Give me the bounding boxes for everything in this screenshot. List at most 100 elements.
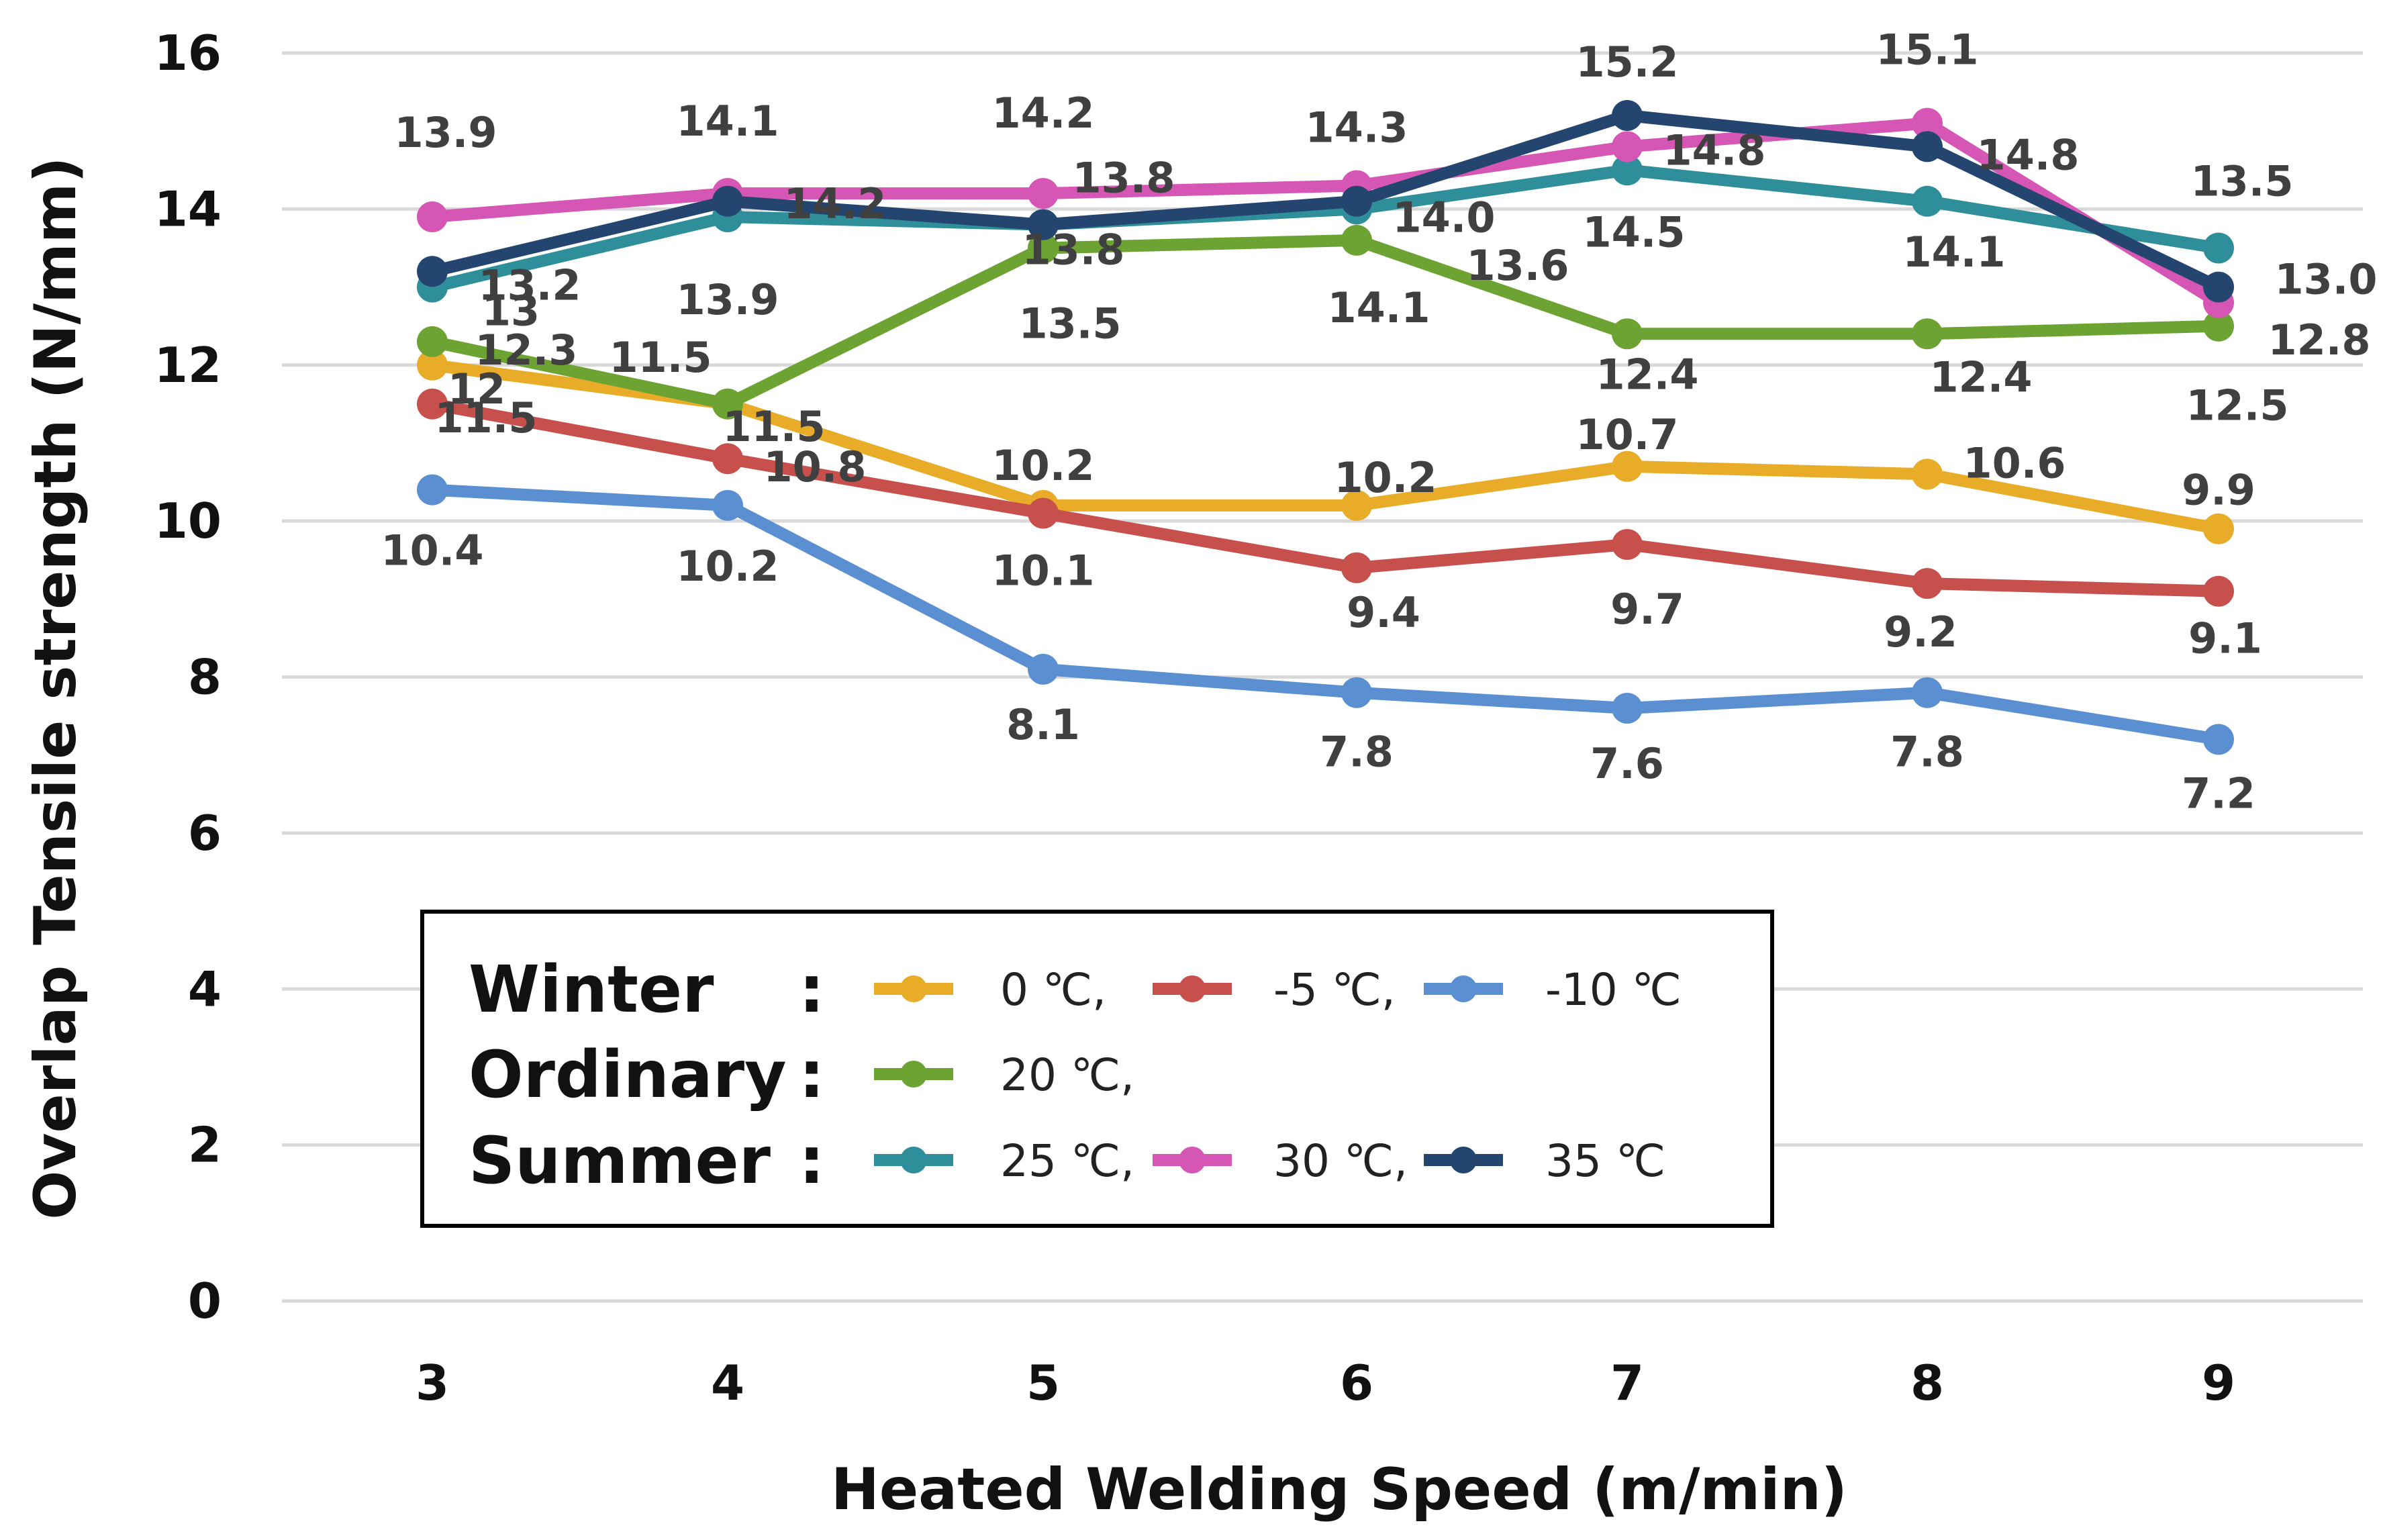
data-label: 12.4 — [1930, 352, 2033, 401]
data-point — [1341, 489, 1372, 521]
data-point — [2203, 724, 2234, 755]
data-point — [1912, 185, 1943, 217]
data-label: 10.2 — [677, 542, 779, 591]
data-label: 14.8 — [1977, 130, 2080, 179]
data-point — [1341, 552, 1372, 583]
data-point — [1912, 677, 1943, 708]
y-tick-label: 10 — [154, 493, 222, 549]
data-label: 7.2 — [2182, 769, 2255, 818]
legend-item-label: 20 ℃, — [1000, 1049, 1134, 1101]
legend-group-label: Ordinary — [469, 1037, 787, 1112]
legend-marker — [1450, 1147, 1477, 1173]
data-label: 14.2 — [992, 89, 1095, 138]
data-point — [417, 256, 448, 287]
legend-marker — [900, 975, 927, 1002]
data-label: 13.5 — [1019, 299, 1122, 348]
data-label: 15.1 — [1876, 26, 1979, 75]
data-label: 12.5 — [2186, 381, 2289, 430]
data-label: 13.0 — [2275, 255, 2378, 304]
data-label: 14.1 — [677, 97, 779, 146]
legend-marker — [900, 1061, 927, 1088]
data-label: 7.8 — [1890, 728, 1964, 777]
y-axis-ticks: 0 2 4 6 8 10 12 14 16 — [154, 25, 222, 1329]
data-label: 14.1 — [1328, 283, 1430, 332]
data-label: 12.4 — [1596, 350, 1699, 399]
data-label: 10.7 — [1576, 410, 1679, 459]
data-point — [712, 388, 743, 420]
data-label: 13.8 — [1073, 154, 1175, 203]
data-point — [1912, 459, 1943, 490]
series-3 — [417, 474, 2234, 755]
legend-colon: : — [799, 1123, 824, 1198]
legend-item-label: 30 ℃, — [1273, 1135, 1408, 1187]
data-point — [1028, 653, 1059, 685]
data-label: 14.1 — [1903, 228, 2006, 277]
data-point — [712, 185, 743, 217]
legend-item-label: 25 ℃, — [1000, 1135, 1134, 1187]
data-point — [2203, 232, 2234, 264]
data-point — [1912, 568, 1943, 599]
y-tick-label: 14 — [154, 181, 222, 237]
data-label: 14.3 — [1306, 103, 1408, 152]
data-point — [1612, 318, 1643, 350]
data-label: 9.9 — [2182, 466, 2255, 515]
x-tick-label: 5 — [1026, 1355, 1060, 1411]
series-lines — [417, 100, 2234, 755]
legend-item-label: -5 ℃, — [1273, 964, 1396, 1016]
data-point — [712, 443, 743, 475]
y-tick-label: 8 — [188, 649, 222, 706]
data-label: 10.6 — [1963, 438, 2066, 487]
data-label: 12.8 — [2268, 316, 2371, 365]
data-label: 14.0 — [1393, 193, 1496, 242]
data-label: 10.1 — [992, 546, 1095, 595]
data-point — [417, 201, 448, 232]
legend-item-label: 0 ℃, — [1000, 964, 1106, 1016]
legend-colon: : — [799, 952, 824, 1027]
data-point — [1028, 178, 1059, 209]
data-label: 13 — [482, 287, 540, 336]
data-label: 11.5 — [723, 402, 826, 451]
data-label: 13.5 — [2191, 157, 2294, 206]
data-point — [1912, 107, 1943, 139]
data-label: 13.6 — [1467, 241, 1569, 290]
x-tick-label: 4 — [711, 1355, 744, 1411]
data-point — [1341, 185, 1372, 217]
data-point — [2203, 575, 2234, 607]
data-label: 9.7 — [1610, 585, 1684, 634]
legend-marker — [1450, 975, 1477, 1002]
y-axis-title: Overlap Tensile strength (N/mm) — [22, 156, 89, 1219]
legend-colon: : — [799, 1037, 824, 1112]
data-label: 7.8 — [1320, 728, 1394, 777]
x-axis-ticks: 3 4 5 6 7 8 9 — [416, 1355, 2235, 1411]
data-point — [1912, 318, 1943, 350]
data-point — [1612, 450, 1643, 482]
legend-item-label: 35 ℃ — [1545, 1135, 1665, 1187]
data-label: 12 — [448, 365, 505, 414]
legend: Winter: 0 ℃, -5 ℃, -10 ℃ Ordinary: 20 ℃, Summe… — [420, 910, 1774, 1228]
legend-items: Winter: 0 ℃, -5 ℃, -10 ℃ Ordinary: 20 ℃, Summe… — [469, 952, 1682, 1198]
data-point — [1612, 100, 1643, 131]
data-label: 10.8 — [764, 442, 867, 491]
data-label: 9.2 — [1884, 608, 1957, 657]
y-tick-label: 6 — [188, 805, 222, 861]
data-label: 12.3 — [475, 326, 578, 375]
data-point — [1028, 209, 1059, 240]
legend-group-label: Summer — [469, 1123, 771, 1198]
data-label: 14.2 — [784, 179, 887, 228]
data-point — [417, 388, 448, 420]
x-tick-label: 7 — [1610, 1355, 1644, 1411]
data-label: 14.8 — [1663, 126, 1766, 175]
data-label: 11.5 — [610, 333, 712, 382]
data-label: 10.4 — [381, 526, 484, 575]
data-label: 8.1 — [1006, 700, 1080, 749]
y-tick-label: 16 — [154, 25, 222, 81]
series-7 — [417, 100, 2234, 303]
y-tick-label: 2 — [188, 1117, 222, 1173]
data-point — [2203, 310, 2234, 342]
series-2 — [417, 388, 2234, 607]
legend-marker — [900, 1147, 927, 1173]
data-label: 9.4 — [1347, 588, 1420, 637]
data-point — [712, 489, 743, 521]
series-4 — [417, 224, 2234, 420]
